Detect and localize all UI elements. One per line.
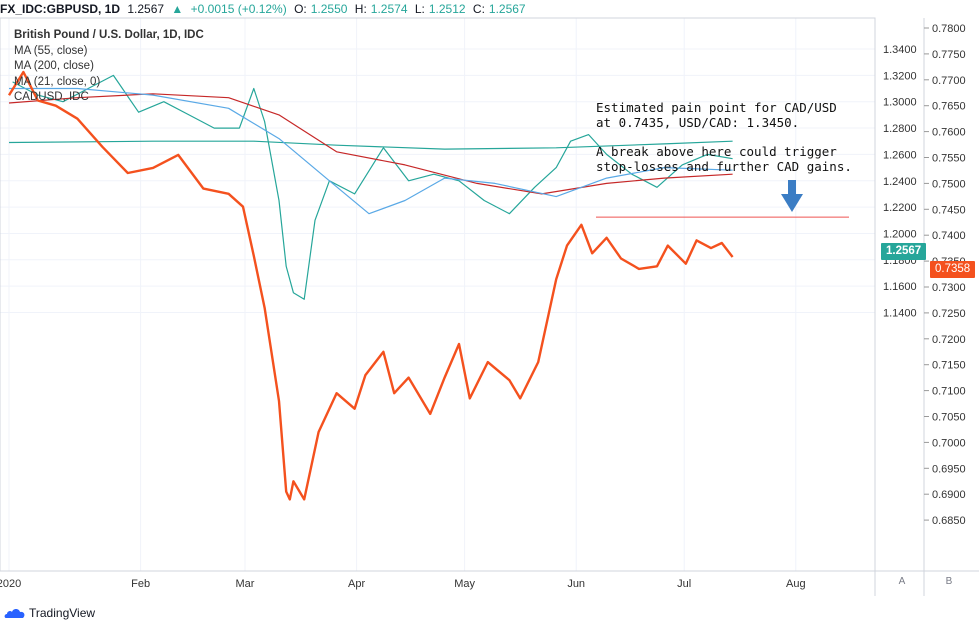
right-tick-label: 0.7300 [932, 282, 966, 294]
left-tick-label: 1.2400 [883, 176, 917, 188]
tradingview-logo[interactable]: TradingView [4, 606, 95, 620]
last-price: 1.2567 [127, 2, 165, 16]
left-tick-label: 1.2800 [883, 123, 917, 135]
right-tick-label: 0.7100 [932, 386, 966, 398]
annotation-line-2: at 0.7435, USD/CAD: 1.3450. [596, 115, 800, 130]
x-tick-label: Apr [348, 578, 365, 590]
right-tick-label: 0.6950 [932, 463, 966, 475]
left-tick-label: 1.3000 [883, 97, 917, 109]
legend-ma21[interactable]: MA (21, close, 0) [14, 75, 101, 88]
annotation-pain-point: Estimated pain point for CAD/USD at 0.743… [596, 100, 837, 130]
x-tick-label: Aug [786, 578, 806, 590]
right-tick-label: 0.7450 [932, 204, 966, 216]
legend-title: British Pound / U.S. Dollar, 1D, IDC [14, 29, 204, 41]
left-tick-label: 1.3200 [883, 70, 917, 82]
ma200-line [8, 140, 733, 150]
x-tick-label: Feb [131, 578, 150, 590]
x-tick-label: 2020 [0, 578, 21, 590]
x-tick-label: Jul [677, 578, 691, 590]
left-tick-label: 1.3400 [883, 44, 917, 56]
x-tick-label: Jun [567, 578, 585, 590]
close-value: 1.2567 [488, 2, 526, 16]
low-label: L: [414, 2, 425, 16]
annotation-line-4: stop-losses and further CAD gains. [596, 159, 852, 174]
arrow-down-icon [781, 180, 803, 212]
left-price-axis: 1.14001.16001.18001.20001.22001.24001.26… [883, 44, 917, 320]
legend-cadusd[interactable]: CADUSD, IDC [14, 91, 89, 103]
high-label: H: [354, 2, 367, 16]
chart-grid [0, 18, 875, 571]
x-tick-label: May [454, 578, 475, 590]
legend-ma55[interactable]: MA (55, close) [14, 44, 88, 57]
left-tick-label: 1.1600 [883, 281, 917, 293]
cloud-icon [4, 609, 25, 618]
right-tick-label: 0.7400 [932, 230, 966, 242]
right-tick-label: 0.7650 [932, 101, 966, 113]
tradingview-label: TradingView [29, 606, 96, 620]
right-tick-label: 0.7150 [932, 360, 966, 372]
auto-scale-button[interactable]: A [898, 576, 906, 587]
left-tick-label: 1.2600 [883, 149, 917, 161]
left-tick-label: 1.2200 [883, 202, 917, 214]
right-tick-label: 0.7500 [932, 178, 966, 190]
right-tick-label: 0.7200 [932, 334, 966, 346]
scale-b-button[interactable]: B [945, 576, 953, 587]
right-tick-label: 0.7550 [932, 153, 966, 165]
right-tick-label: 0.7050 [932, 412, 966, 424]
low-value: 1.2512 [428, 2, 466, 16]
right-tick-label: 0.7700 [932, 75, 966, 87]
change-value: +0.0015 (+0.12%) [190, 2, 287, 16]
legend-ma200[interactable]: MA (200, close) [14, 60, 94, 72]
annotation-line-3: A break above here could trigger [596, 144, 837, 159]
chart-legend: British Pound / U.S. Dollar, 1D, IDC MA … [14, 28, 204, 106]
change-up-icon: ▲ [171, 2, 184, 16]
open-value: 1.2550 [310, 2, 348, 16]
right-tick-label: 0.7250 [932, 308, 966, 320]
series-layer [7, 70, 734, 501]
right-tick-label: 0.7800 [932, 23, 966, 35]
left-tick-label: 1.2000 [883, 228, 917, 240]
annotation-line-1: Estimated pain point for CAD/USD [596, 100, 837, 115]
right-tick-label: 0.7750 [932, 49, 966, 61]
gbpusd-price-tag: 1.2567 [881, 243, 927, 260]
time-axis: 2020 Feb Mar Apr May Jun Jul Aug [0, 578, 806, 590]
high-value: 1.2574 [370, 2, 408, 16]
symbol-label: FX_IDC:GBPUSD, 1D [0, 2, 121, 16]
ma55-line [9, 87, 733, 215]
right-tick-label: 0.7600 [932, 127, 966, 139]
close-label: C: [472, 2, 485, 16]
x-tick-label: Mar [236, 578, 255, 590]
cadusd-price-tag: 0.7358 [930, 261, 976, 278]
cadusd-line [7, 70, 734, 501]
symbol-header: FX_IDC:GBPUSD, 1D 1.2567 ▲ +0.0015 (+0.1… [0, 0, 979, 18]
right-tick-label: 0.6850 [932, 515, 966, 527]
open-label: O: [294, 2, 307, 16]
annotation-breakout: A break above here could trigger stop-los… [596, 144, 852, 174]
right-tick-label: 0.6900 [932, 489, 966, 501]
left-tick-label: 1.1400 [883, 308, 917, 320]
right-tick-label: 0.7000 [932, 437, 966, 449]
